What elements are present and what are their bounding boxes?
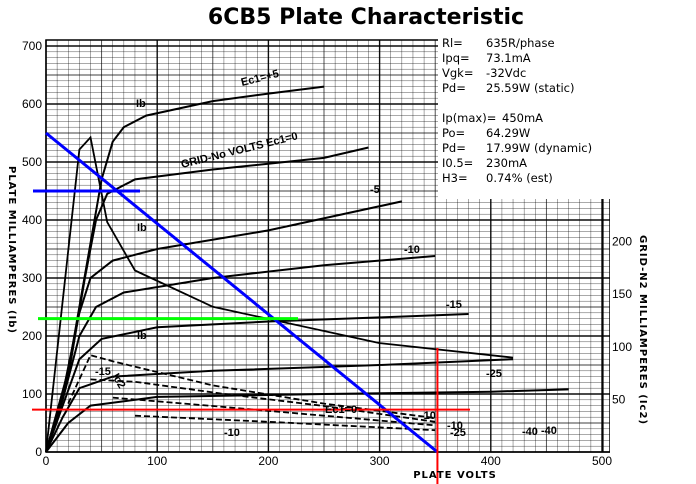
info-label: Pd= [442, 141, 466, 155]
y2-axis-box [610, 199, 696, 459]
info-value: -32Vdc [486, 66, 526, 80]
info-value: 73.1mA [486, 51, 531, 65]
info-label: Po= [442, 126, 465, 140]
y-axis-label: PLATE MILLIAMPERES (Ib) [6, 166, 17, 334]
x-tick-label: 100 [147, 454, 167, 468]
info-value: 635R/phase [486, 36, 555, 50]
curve-label: Ib [137, 330, 147, 342]
plate-curve [45, 388, 569, 453]
y2-axis-label: GRID-N2 MILLIAMPERES (Ic2) [637, 235, 648, 425]
y-tick-label: 500 [22, 155, 42, 169]
load-line [45, 131, 439, 454]
curve-label: -25 [486, 368, 502, 380]
curve-label: -15 [95, 366, 111, 378]
y-tick-label: 400 [22, 213, 42, 227]
info-label: Pd= [442, 81, 466, 95]
curve-label: -5 [370, 184, 380, 196]
info-panel: Rl= 635R/phase Ipq= 73.1mA Vgk= -32Vdc Pd= 25.5… [442, 36, 592, 185]
x-tick-label: 200 [258, 454, 278, 468]
info-label: Ip(max)= [442, 111, 496, 125]
y2-tick-label: 50 [612, 392, 626, 406]
curve-label: -25 [450, 427, 466, 439]
curve-label: Ic2 [109, 372, 127, 391]
info-value: 0.74% (est) [486, 171, 553, 185]
tick-labels: 0 100 200 300 400 500 0 100 200 300 400 500 600 700 50… [22, 39, 632, 468]
y2-tick-label: 100 [612, 340, 632, 354]
plate-curve [45, 313, 469, 453]
y2-tick-label: 150 [612, 287, 632, 301]
chart-title: 6CB5 Plate Characteristic [208, 5, 524, 30]
x-axis-label: PLATE VOLTS [413, 470, 497, 481]
info-label: Rl= [442, 36, 463, 50]
info-label: H3= [442, 171, 468, 185]
curve-label: -10 [447, 420, 463, 432]
x-tick-label: 300 [370, 454, 390, 468]
y-tick-label: 0 [35, 445, 42, 459]
y-tick-label: 600 [22, 97, 42, 111]
plate-curve [45, 255, 436, 453]
info-value: 25.59W (static) [486, 81, 575, 95]
curve-label: Ib [136, 98, 146, 110]
overlay-lines [32, 131, 470, 484]
info-panel-background [438, 33, 696, 459]
curve-label: Ib [137, 222, 147, 234]
curve-label: -40 [522, 426, 538, 438]
info-label: Ipq= [442, 51, 470, 65]
curve-label: -40 [541, 425, 557, 437]
info-label: I0.5= [442, 156, 473, 170]
plate-curve [45, 358, 514, 453]
grid-current-curve [45, 135, 514, 453]
curve-label: -10 [404, 244, 420, 256]
grid-current-curve [134, 414, 436, 432]
info-label: Vgk= [442, 66, 473, 80]
x-tick-label: 400 [481, 454, 501, 468]
x-tick-label: 0 [43, 454, 50, 468]
y-tick-label: 700 [22, 39, 42, 53]
info-value: 17.99W (dynamic) [486, 141, 592, 155]
y-tick-label: 300 [22, 271, 42, 285]
y-tick-label: 100 [22, 387, 42, 401]
grid-current-curve [67, 354, 436, 419]
info-box [438, 33, 696, 199]
curve-label: Ec1=+5 [240, 68, 280, 89]
grid-current-curve [90, 378, 436, 423]
plate-curve [45, 200, 403, 453]
y2-tick-label: 200 [612, 235, 632, 249]
info-value: 450mA [502, 111, 543, 125]
curve-label: -10 [224, 427, 240, 439]
curve-label: -10 [420, 410, 436, 422]
info-value: 64.29W [486, 126, 530, 140]
info-value: 230mA [486, 156, 527, 170]
x-tick-label: 500 [592, 454, 612, 468]
curve-label: -15 [446, 299, 462, 311]
grid-current-curve [112, 396, 436, 427]
y-tick-label: 200 [22, 329, 42, 343]
curve-label: Ec1=0 [325, 404, 357, 416]
curves [45, 85, 569, 453]
